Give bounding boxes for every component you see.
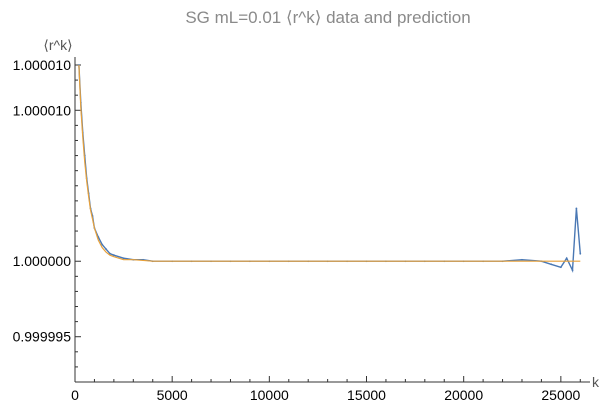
x-tick-label: 15000 [347,387,386,403]
ticks: 0 5000 10000 15000 20000 25000 0.999995 1.00000… [13,57,581,403]
data-point [101,243,104,246]
x-tick-label: 10000 [250,387,289,403]
data-point [122,257,125,260]
x-tick-label: 20000 [444,387,483,403]
data-point [521,258,523,261]
data-point [571,269,574,272]
x-tick-label: 25000 [541,387,580,403]
prediction-series-line [78,64,581,262]
series-layer [77,64,582,274]
data-point [575,207,578,210]
y-tick-label: 0.999995 [13,329,72,345]
y-tick-label: 1.000010 [13,102,72,118]
data-point [105,248,107,251]
axes [74,57,590,383]
data-series-line [78,64,581,274]
data-point [565,257,568,260]
y-axis-label: ⟨r^k⟩ [43,37,72,53]
data-point [559,266,562,269]
x-axis-label: k [592,374,600,390]
data-point [579,252,582,255]
y-tick-label: 1.000000 [13,253,72,269]
x-tick-label: 0 [71,387,79,403]
x-tick-label: 5000 [157,387,188,403]
chart-title: SG mL=0.01 ⟨r^k⟩ data and prediction [185,8,470,27]
data-point [112,254,115,257]
y-tick-label: 1.000010 [13,57,72,73]
data-point [550,263,553,266]
